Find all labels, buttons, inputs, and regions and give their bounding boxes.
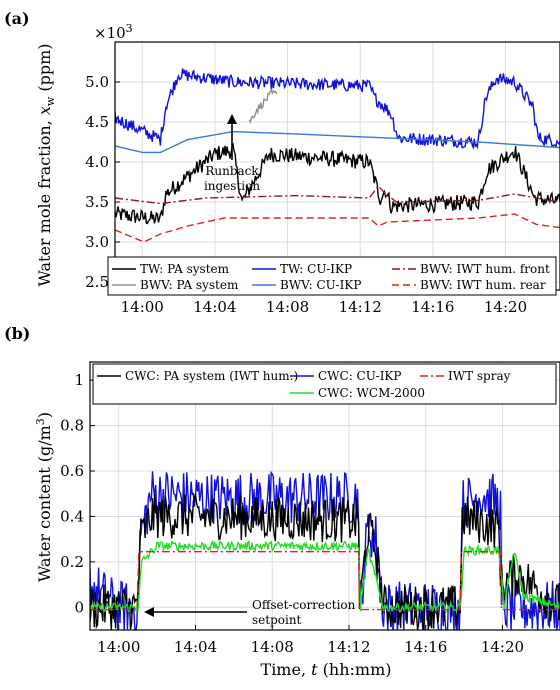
y-tick-label: 0 [74,598,84,616]
runback-annotation-line1: Runback [205,164,259,178]
x-tick-label: 14:20 [484,298,527,316]
legend-entry: BWV: IWT hum. front [420,262,550,276]
y-tick-label: 0.8 [60,417,84,435]
legend-box [92,363,557,405]
runback-annotation: Runback ingestion [204,114,260,193]
x-tick-label: 14:08 [266,298,309,316]
x-tick-label: 14:00 [97,638,140,656]
exponent-label: ×103 [94,22,133,42]
x-tick-label: 14:16 [411,298,454,316]
legend-entry: TW: CU-IKP [280,262,352,276]
series-line-tw-cu-ikp [115,68,560,150]
series-line-cwc-wcm-2000 [90,539,560,613]
x-tick-label: 14:12 [339,298,382,316]
panel-b-ylabel: Water content (g/m3) [34,412,54,582]
y-tick-label: 3.5 [85,193,109,211]
y-tick-label: 0.6 [60,462,84,480]
x-tick-label: 14:16 [404,638,447,656]
offset-annotation-line2: setpoint [252,613,302,627]
series-line-bwv-iwt-hum-rear [115,213,560,243]
y-tick-label: 4.0 [85,153,109,171]
legend-entry: BWV: PA system [140,278,239,292]
series-line-cwc-cu-ikp [90,470,560,630]
y-tick-label: 1 [74,371,84,389]
series-line-bwv-cu-ikp [115,130,560,154]
x-tick-label: 14:04 [174,638,217,656]
panel-b-label: (b) [4,324,30,343]
series-group [90,470,560,630]
series-group [115,68,560,243]
panel-b-xlabel: Time, t (hh:mm) [261,660,392,679]
plot-frame [89,361,560,631]
panel-a-ylabel: Water mole fraction, xw (ppm) [35,43,57,286]
x-tick-label: 14:00 [121,298,164,316]
y-tick-label: 0.4 [60,507,84,525]
y-tick-label: 3.0 [85,233,109,251]
x-tick-label: 14:12 [327,638,370,656]
x-tick-label: 14:04 [193,298,236,316]
x-tick-label: 14:20 [481,638,524,656]
series-line-iwt-spray [90,550,560,611]
runback-annotation-line2: ingestion [204,179,260,193]
legend-entry: BWV: IWT hum. rear [420,278,546,292]
series-line-bwv-iwt-hum-front [115,184,560,205]
legend: TW: PA system TW: CU-IKP BWV: IWT hum. fro… [107,256,557,296]
y-tick-label: 5.0 [85,73,109,91]
offset-annotation: Offset-correction setpoint [144,598,356,627]
offset-annotation-line1: Offset-correction [252,598,356,612]
series-line-bwv-pa-system [248,89,278,125]
legend-entry: TW: PA system [140,262,230,276]
x-tick-label: 14:08 [251,638,294,656]
legend-entry: CWC: CU-IKP [318,369,401,383]
legend-entry: BWV: CU-IKP [280,278,361,292]
y-tick-label: 0.2 [60,553,84,571]
series-line-tw-pa-system [115,142,560,225]
legend-box [107,256,557,296]
y-tick-label: 4.5 [85,113,109,131]
panel-a-plot: 14:00 14:04 14:08 14:12 14:16 14:20 2.5 3.0 3.5 4… [85,41,560,316]
legend: CWC: PA system (IWT hum.) CWC: CU-IKP IWT … [92,363,557,405]
legend-entry: IWT spray [448,369,511,383]
panel-b-plot: 14:00 14:04 14:08 14:12 14:16 14:20 0 0.2 0.4 0.6… [60,361,560,656]
panel-a-label: (a) [4,9,30,28]
legend-entry: CWC: PA system (IWT hum.) [125,369,298,383]
y-tick-label: 2.5 [85,273,109,291]
legend-entry: CWC: WCM-2000 [318,386,425,400]
series-line-cwc-pa-system-iwt-hum- [90,493,560,630]
